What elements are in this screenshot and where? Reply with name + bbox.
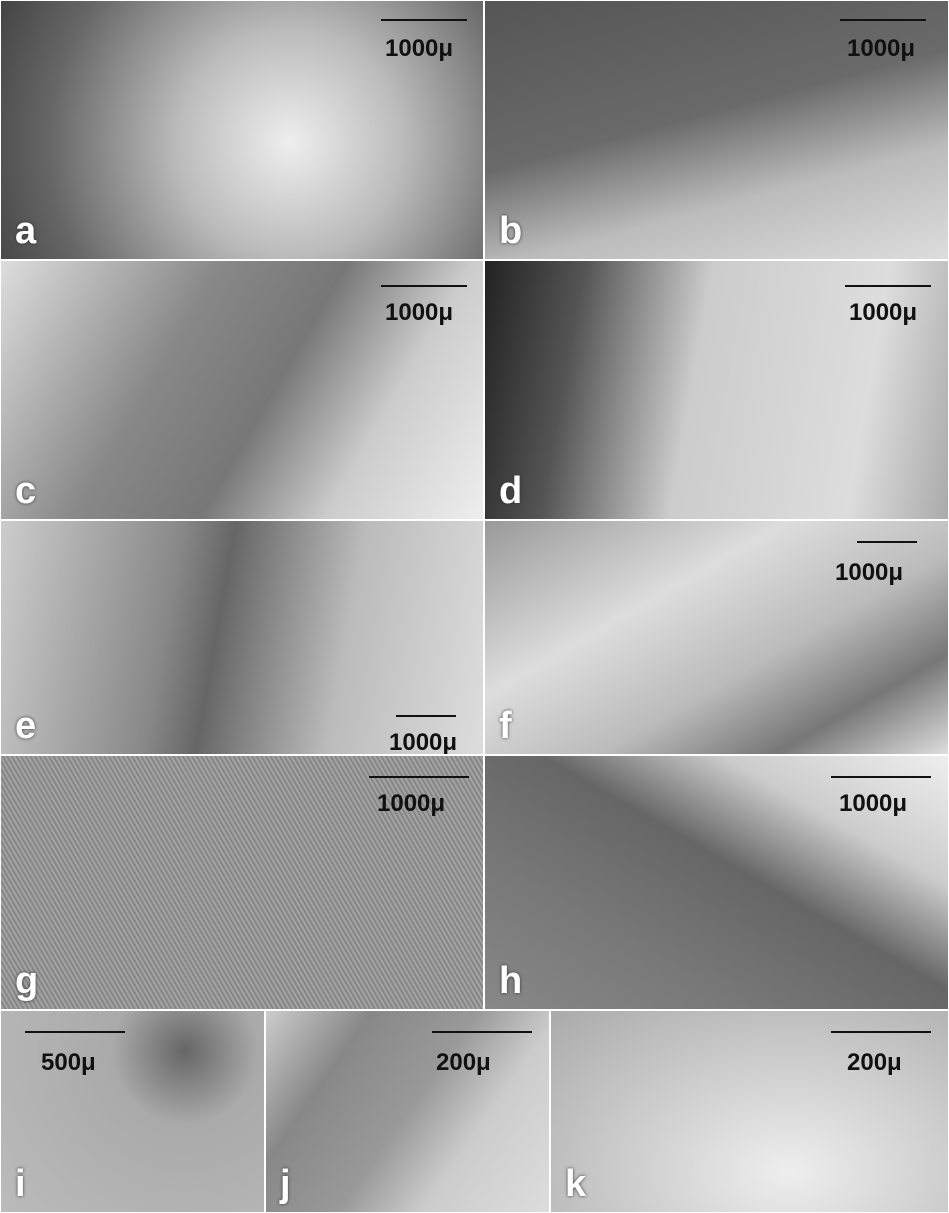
scale-label: 1000μ [839,790,908,817]
panel-k: 200μ k [550,1010,949,1213]
scale-bar [396,715,456,717]
scale-label: 1000μ [847,35,916,62]
panel-label: e [15,705,37,747]
panel-label: c [15,470,37,512]
scale-label: 1000μ [849,299,918,326]
scale-bar [369,776,469,778]
scale-bar [845,285,931,287]
panel-g: 1000μ g [0,755,484,1010]
scale-label: 1000μ [385,299,454,326]
scale-label: 1000μ [377,790,446,817]
scale-label: 200μ [436,1049,491,1076]
scale-bar [840,19,926,21]
panel-label: b [499,210,523,252]
panel-h: 1000μ h [484,755,949,1010]
panel-d: 1000μ d [484,260,949,520]
panel-label: f [499,705,512,747]
panel-label: k [565,1163,587,1205]
scale-label: 1000μ [835,559,904,586]
panel-c: 1000μ c [0,260,484,520]
panel-j: 200μ j [265,1010,550,1213]
scale-label: 1000μ [385,35,454,62]
panel-i: 500μ i [0,1010,265,1213]
panel-label: d [499,470,523,512]
panel-e: 1000μ e [0,520,484,755]
scale-label: 200μ [847,1049,902,1076]
scale-label: 500μ [41,1049,96,1076]
panel-label: i [15,1163,26,1205]
panel-label: a [15,210,37,252]
scale-bar [381,19,467,21]
scale-bar [857,541,917,543]
panel-label: g [15,960,39,1002]
scale-bar [381,285,467,287]
scale-bar [831,776,931,778]
panel-label: j [280,1163,291,1205]
scale-bar [831,1031,931,1033]
scale-label: 1000μ [389,729,458,755]
panel-a: 1000μ a [0,0,484,260]
panel-label: h [499,960,523,1002]
panel-f: 1000μ f [484,520,949,755]
panel-b: 1000μ b [484,0,949,260]
scale-bar [432,1031,532,1033]
scale-bar [25,1031,125,1033]
